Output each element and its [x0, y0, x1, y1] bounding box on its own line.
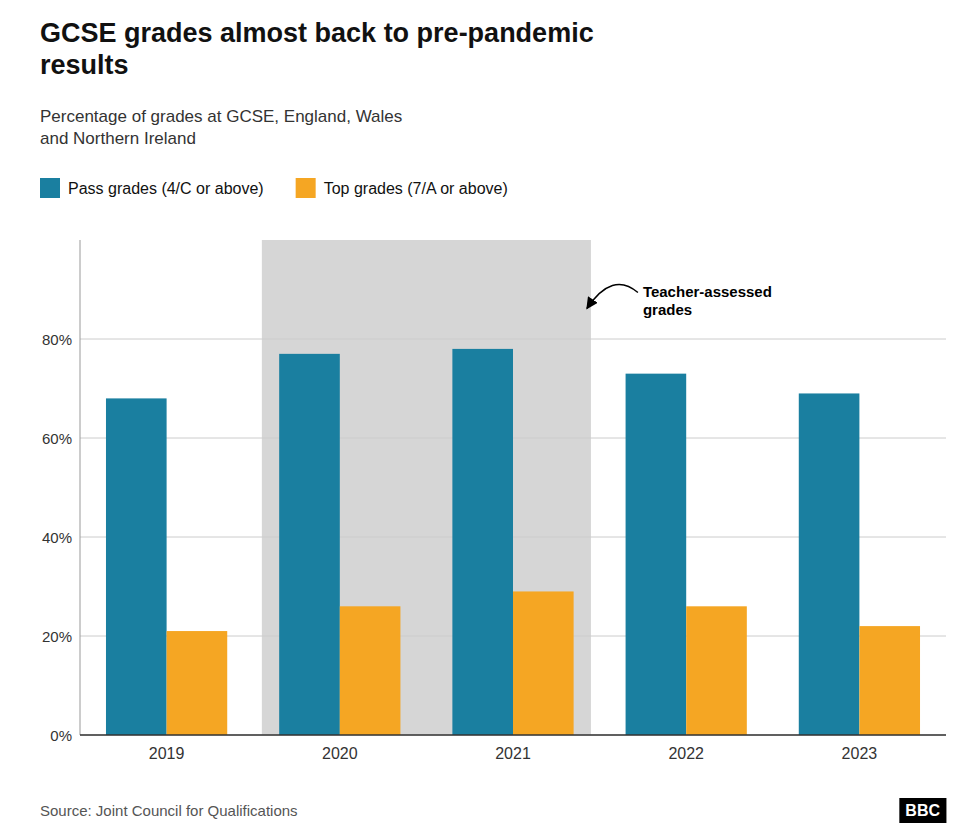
legend-label: Pass grades (4/C or above): [68, 180, 264, 197]
x-tick-label: 2020: [322, 745, 358, 762]
legend: Pass grades (4/C or above) Top grades (7/…: [40, 178, 508, 198]
x-tick-label: 2021: [495, 745, 531, 762]
series: [167, 591, 920, 735]
credit: BBC: [899, 798, 946, 823]
bar: [340, 606, 401, 735]
x-tick-label: 2022: [668, 745, 704, 762]
bar: [859, 626, 920, 735]
annotation: Teacher-assessedgrades: [643, 283, 772, 318]
bar: [513, 591, 574, 735]
series: [106, 349, 859, 735]
bar: [452, 349, 513, 735]
x-axis-line: [80, 734, 946, 736]
bar: [799, 393, 860, 735]
bars: [106, 349, 920, 735]
y-tick-label: 40%: [42, 529, 72, 546]
x-tick-label: 2023: [842, 745, 878, 762]
bar: [106, 398, 167, 735]
bar: [626, 374, 687, 735]
background: [0, 0, 976, 838]
bar: [279, 354, 340, 735]
x-tick-label: 2019: [149, 745, 185, 762]
y-tick-label: 60%: [42, 430, 72, 447]
annotation-arrow: [587, 284, 638, 308]
legend-label: Top grades (7/A or above): [324, 180, 508, 197]
credit-text: BBC: [905, 802, 940, 819]
page: {"chart_data": { "type": "bar", "title":…: [0, 0, 976, 838]
credit-box: [899, 798, 946, 823]
source: Source: Joint Council for Qualifications: [40, 802, 298, 819]
plot-area: [262, 240, 591, 735]
legend-swatch: [40, 178, 60, 198]
bar: [167, 631, 228, 735]
legend-swatch: [296, 178, 316, 198]
chart: GCSE grades almost back to pre-pandemicr…: [0, 0, 976, 838]
bar: [686, 606, 747, 735]
title: GCSE grades almost back to pre-pandemicr…: [40, 18, 594, 80]
y-axis-line: [80, 240, 81, 735]
y-grid: [80, 339, 946, 735]
grid-line: [80, 339, 946, 340]
subtitle: Percentage of grades at GCSE, England, W…: [40, 107, 402, 148]
shaded-region: [262, 240, 591, 735]
y-tick-label: 80%: [42, 331, 72, 348]
y-tick-label: 0%: [50, 727, 72, 744]
y-tick-label: 20%: [42, 628, 72, 645]
grid-line: [80, 735, 946, 736]
